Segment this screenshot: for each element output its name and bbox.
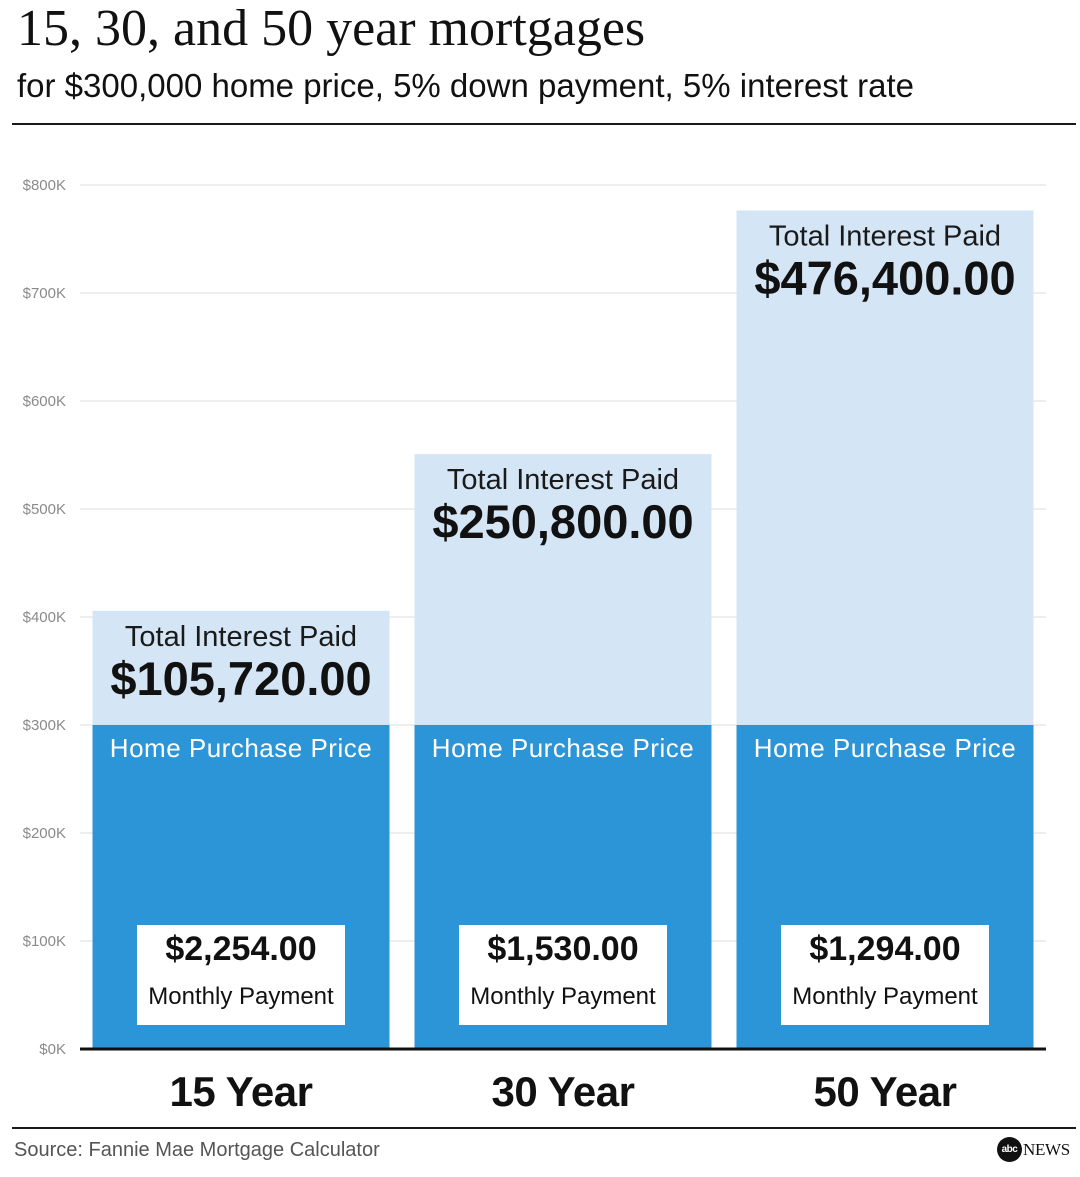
y-tick-label: $0K bbox=[39, 1041, 66, 1058]
y-tick-label: $200K bbox=[23, 825, 66, 842]
bar-interest-15-year bbox=[92, 610, 390, 725]
principal-label: Home Purchase Price bbox=[754, 733, 1016, 763]
y-tick-label: $600K bbox=[23, 393, 66, 410]
abc-logo-mark: abc bbox=[997, 1136, 1022, 1162]
header-divider bbox=[12, 123, 1076, 125]
x-tick-label: 30 Year bbox=[492, 1068, 635, 1115]
interest-label: Total Interest Paid bbox=[125, 621, 357, 653]
y-tick-label: $300K bbox=[23, 717, 66, 734]
interest-label: Total Interest Paid bbox=[769, 220, 1001, 252]
x-tick-label: 15 Year bbox=[170, 1068, 313, 1115]
footer-divider bbox=[12, 1127, 1076, 1129]
bar-interest-50-year bbox=[736, 210, 1034, 725]
y-tick-label: $800K bbox=[23, 177, 66, 194]
monthly-payment-value: $1,294.00 bbox=[809, 930, 960, 968]
interest-value-label: $476,400.00 bbox=[754, 251, 1015, 304]
monthly-payment-box bbox=[459, 925, 667, 1025]
monthly-payment-label: Monthly Payment bbox=[792, 983, 978, 1010]
source-note: Source: Fannie Mae Mortgage Calculator bbox=[14, 1139, 380, 1161]
monthly-payment-value: $2,254.00 bbox=[165, 930, 316, 968]
y-tick-label: $500K bbox=[23, 501, 66, 518]
y-tick-label: $400K bbox=[23, 609, 66, 626]
chart-subtitle: for $300,000 home price, 5% down payment… bbox=[17, 67, 915, 104]
monthly-payment-box bbox=[781, 925, 989, 1025]
y-tick-label: $100K bbox=[23, 933, 66, 950]
abc-news-logo: abc NEWS bbox=[997, 1136, 1070, 1162]
monthly-payment-box bbox=[137, 925, 345, 1025]
x-tick-label: 50 Year bbox=[814, 1068, 957, 1115]
monthly-payment-label: Monthly Payment bbox=[148, 983, 334, 1010]
interest-value-label: $105,720.00 bbox=[110, 652, 371, 705]
chart-title: 15, 30, and 50 year mortgages bbox=[17, 0, 646, 57]
interest-label: Total Interest Paid bbox=[447, 464, 679, 496]
bar-interest-30-year bbox=[414, 454, 712, 725]
monthly-payment-value: $1,530.00 bbox=[487, 930, 638, 968]
principal-label: Home Purchase Price bbox=[110, 733, 372, 763]
news-wordmark: NEWS bbox=[1023, 1139, 1070, 1159]
principal-label: Home Purchase Price bbox=[432, 733, 694, 763]
y-tick-label: $700K bbox=[23, 285, 66, 302]
monthly-payment-label: Monthly Payment bbox=[470, 983, 656, 1010]
interest-value-label: $250,800.00 bbox=[432, 495, 693, 548]
